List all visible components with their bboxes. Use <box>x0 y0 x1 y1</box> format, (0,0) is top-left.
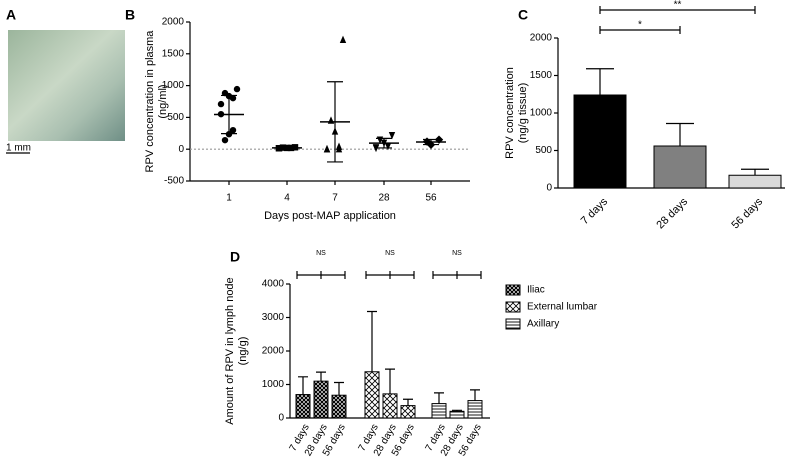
y-tick-label: 1000 <box>530 108 553 119</box>
y-tick-label: 2000 <box>162 17 185 28</box>
y-tick-label: -500 <box>164 176 184 187</box>
legend-swatch <box>505 301 521 313</box>
error-bar <box>385 368 395 394</box>
x-tick-label: 28 days <box>654 195 690 231</box>
y-tick-label: 500 <box>535 145 552 156</box>
x-tick-label: 56 <box>425 193 437 204</box>
bar <box>313 380 329 419</box>
error-bar <box>403 398 413 406</box>
comparison-bracket <box>365 271 415 279</box>
sd-bar <box>221 94 237 135</box>
y-tick-label: 1000 <box>162 80 185 91</box>
significance-label: ** <box>674 0 682 11</box>
y-tick-label: 2000 <box>262 346 285 357</box>
error-bar <box>298 376 308 395</box>
group-annotation: NS <box>452 250 462 257</box>
bar <box>449 410 465 419</box>
panel-label: D <box>230 249 240 265</box>
y-tick-label: 1000 <box>262 379 285 390</box>
bar <box>331 394 347 419</box>
legend-label: Axillary <box>527 319 559 330</box>
data-point <box>217 100 225 108</box>
y-tick-label: 1500 <box>530 70 553 81</box>
y-tick-label: 500 <box>167 112 184 123</box>
data-point <box>339 35 347 44</box>
panel-label: C <box>518 7 528 23</box>
error-bar <box>316 371 326 382</box>
legend-swatch <box>505 284 521 296</box>
x-tick-label: 1 <box>226 193 232 204</box>
bar <box>364 371 380 419</box>
y-axis-title: Amount of RPV in lymph node <box>224 277 236 424</box>
data-point <box>323 145 331 153</box>
y-tick-label: 0 <box>546 183 552 194</box>
error-bar <box>586 68 614 95</box>
legend-label: External lumbar <box>527 302 598 313</box>
x-tick-label: 7 <box>332 193 338 204</box>
panel-label: B <box>125 7 135 23</box>
y-tick-label: 3000 <box>262 312 285 323</box>
significance-bracket <box>599 26 681 34</box>
bar <box>431 403 447 419</box>
x-tick-label: 28 <box>378 193 390 204</box>
error-bar <box>367 310 377 372</box>
error-bar <box>470 389 480 401</box>
significance-label: * <box>638 20 642 31</box>
bar <box>728 174 782 189</box>
sd-bar <box>279 146 295 149</box>
y-axis-title: RPV concentration <box>504 67 516 159</box>
data-point <box>384 142 392 151</box>
group-annotation: NS <box>385 250 395 257</box>
y-axis-title: RPV concentration in plasma <box>144 30 156 173</box>
bar <box>382 393 398 419</box>
y-axis-title: (ng/ml) <box>157 84 169 118</box>
x-tick-label: 4 <box>284 193 290 204</box>
y-tick-label: 2000 <box>530 33 553 44</box>
sd-bar <box>423 138 439 146</box>
bar <box>467 400 483 419</box>
y-tick-label: 0 <box>178 144 184 155</box>
skin-photo <box>8 30 125 141</box>
sd-bar <box>327 81 343 163</box>
bar <box>573 94 627 189</box>
significance-bracket <box>599 6 756 14</box>
data-point <box>221 136 229 144</box>
group-annotation: NS <box>316 250 326 257</box>
x-tick-label: 7 days <box>579 195 611 227</box>
panel-label: A <box>6 7 16 23</box>
x-axis-title: Days post-MAP application <box>264 210 396 222</box>
data-point <box>229 94 237 102</box>
data-point <box>233 85 241 93</box>
y-tick-label: 1500 <box>162 48 185 59</box>
data-point <box>335 145 343 153</box>
data-point <box>388 132 396 140</box>
error-bar <box>666 122 694 146</box>
y-tick-label: 4000 <box>262 279 285 290</box>
comparison-bracket <box>296 271 346 279</box>
y-axis-title: (ng/g tissue) <box>517 83 529 144</box>
legend-swatch <box>505 318 521 330</box>
y-tick-label: 0 <box>278 413 284 424</box>
bar <box>295 394 311 419</box>
data-point <box>229 126 237 134</box>
bar <box>653 145 707 189</box>
error-bar <box>334 381 344 396</box>
bar <box>400 405 416 419</box>
y-axis-title: (ng/g) <box>237 337 249 366</box>
data-point <box>327 116 335 124</box>
comparison-bracket <box>432 271 482 279</box>
sd-bar <box>376 137 392 149</box>
error-bar <box>741 168 769 176</box>
x-tick-label: 56 days <box>729 195 765 231</box>
legend-label: Iliac <box>527 285 545 296</box>
error-bar <box>434 392 444 404</box>
scale-bar-label: 1 mm <box>6 143 31 154</box>
